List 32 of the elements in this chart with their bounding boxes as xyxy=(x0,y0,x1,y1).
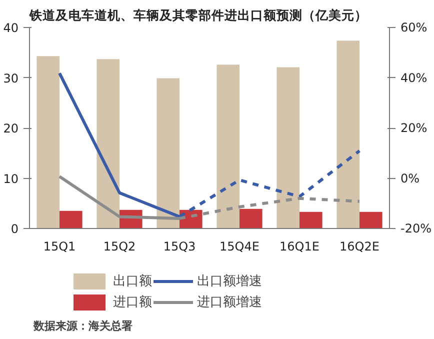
y2-tick-label: -20% xyxy=(400,222,432,236)
bar xyxy=(156,78,180,228)
y2-tick-label: 60% xyxy=(400,20,428,34)
x-tick-label: 15Q4E xyxy=(220,240,260,254)
bar xyxy=(60,210,82,228)
bar xyxy=(36,56,60,228)
y2-tick-label: 20% xyxy=(400,121,428,135)
bar xyxy=(300,212,322,228)
y-tick-label: 0 xyxy=(10,222,19,236)
y-tick-label: 30 xyxy=(3,71,19,86)
bar xyxy=(336,40,360,228)
source-note: 数据来源：海关总署 xyxy=(32,320,132,332)
x-tick-label: 15Q3 xyxy=(163,240,196,254)
bar xyxy=(96,59,120,228)
x-tick-label: 15Q2 xyxy=(103,240,136,254)
legend-label: 进口额 xyxy=(113,294,152,311)
legend-label: 出口额 xyxy=(113,273,152,290)
legend-label: 进口额增速 xyxy=(197,294,262,311)
y2-tick-label: 40% xyxy=(400,70,428,85)
x-tick-label: 16Q1E xyxy=(280,240,320,254)
y-tick-label: 10 xyxy=(3,172,19,186)
bar xyxy=(276,67,300,228)
x-tick-label: 15Q1 xyxy=(43,240,76,254)
bar xyxy=(240,208,262,228)
y2-tick-label: 0% xyxy=(400,171,420,186)
bar xyxy=(360,212,382,228)
chart-title: 铁道及电车道机、车辆及其零部件进出口额预测（亿美元） xyxy=(28,8,368,22)
bar xyxy=(216,64,240,228)
legend-label: 出口额增速 xyxy=(197,273,262,290)
x-tick-label: 16Q2E xyxy=(340,240,380,254)
y-tick-label: 20 xyxy=(3,122,19,136)
y-tick-label: 40 xyxy=(3,21,19,35)
